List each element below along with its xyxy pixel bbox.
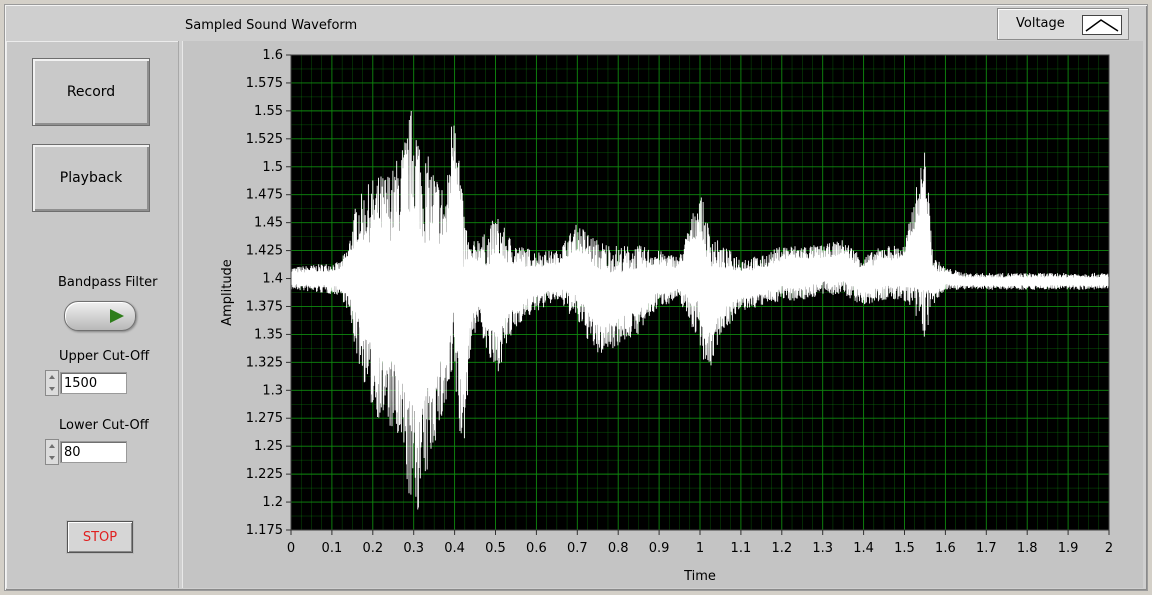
increment-arrow-icon[interactable] [49, 444, 55, 448]
line-plot-icon [1082, 15, 1122, 35]
upper-cutoff-label: Upper Cut-Off [59, 349, 150, 364]
y-tick-label: 1.325 [246, 355, 283, 370]
x-tick-label: 1.9 [1058, 541, 1079, 556]
graph-title: Sampled Sound Waveform [185, 18, 358, 33]
toggle-led-icon [110, 309, 124, 323]
waveform-trace [290, 110, 1110, 510]
x-tick-label: 0.5 [485, 541, 506, 556]
x-tick-label: 1.4 [853, 541, 874, 556]
y-tick-label: 1.4 [262, 272, 283, 287]
x-tick-label: 0.2 [362, 541, 383, 556]
x-tick-label: 1.2 [771, 541, 792, 556]
decrement-arrow-icon[interactable] [49, 456, 55, 460]
y-tick-label: 1.575 [246, 76, 283, 91]
x-tick-label: 1.1 [731, 541, 752, 556]
x-tick-label: 1 [696, 541, 704, 556]
x-tick-label: 0.1 [322, 541, 343, 556]
x-tick-label: 0.4 [444, 541, 465, 556]
upper-cutoff-input[interactable]: 1500 [60, 372, 127, 394]
y-tick-label: 1.5 [262, 160, 283, 175]
x-tick-label: 1.8 [1017, 541, 1038, 556]
y-tick-label: 1.3 [262, 383, 283, 398]
x-tick-label: 1.5 [894, 541, 915, 556]
y-tick-label: 1.6 [262, 48, 283, 63]
y-tick-label: 1.35 [254, 327, 283, 342]
playback-button[interactable]: Playback [32, 144, 150, 212]
lower-cutoff-stepper[interactable] [45, 439, 59, 465]
x-tick-label: 1.7 [976, 541, 997, 556]
upper-cutoff-stepper[interactable] [45, 370, 59, 396]
y-tick-label: 1.375 [246, 299, 283, 314]
y-tick-label: 1.55 [254, 104, 283, 119]
y-tick-label: 1.525 [246, 132, 283, 147]
y-tick-label: 1.45 [254, 216, 283, 231]
record-button[interactable]: Record [32, 58, 150, 126]
y-tick-label: 1.275 [246, 411, 283, 426]
bandpass-filter-toggle[interactable] [64, 301, 136, 331]
y-axis-label: Amplitude [220, 259, 235, 326]
x-axis-label: Time [683, 569, 716, 584]
lower-cutoff-label: Lower Cut-Off [59, 418, 149, 433]
bandpass-filter-label: Bandpass Filter [58, 275, 158, 290]
x-tick-label: 1.3 [812, 541, 833, 556]
x-tick-label: 0.9 [649, 541, 670, 556]
x-tick-label: 0 [287, 541, 295, 556]
x-tick-label: 0.3 [403, 541, 424, 556]
y-tick-label: 1.425 [246, 244, 283, 259]
stop-button[interactable]: STOP [67, 521, 133, 553]
x-tick-label: 1.6 [935, 541, 956, 556]
lower-cutoff-input[interactable]: 80 [60, 441, 127, 463]
legend-label: Voltage [1016, 16, 1065, 31]
x-tick-label: 0.8 [608, 541, 629, 556]
decrement-arrow-icon[interactable] [49, 387, 55, 391]
y-tick-label: 1.175 [246, 523, 283, 538]
y-tick-label: 1.475 [246, 188, 283, 203]
x-tick-label: 0.6 [526, 541, 547, 556]
y-tick-label: 1.2 [262, 495, 283, 510]
y-tick-label: 1.225 [246, 467, 283, 482]
increment-arrow-icon[interactable] [49, 375, 55, 379]
x-tick-label: 2 [1105, 541, 1113, 556]
x-tick-label: 0.7 [567, 541, 588, 556]
plot-legend[interactable]: Voltage [997, 8, 1129, 40]
y-tick-label: 1.25 [254, 439, 283, 454]
